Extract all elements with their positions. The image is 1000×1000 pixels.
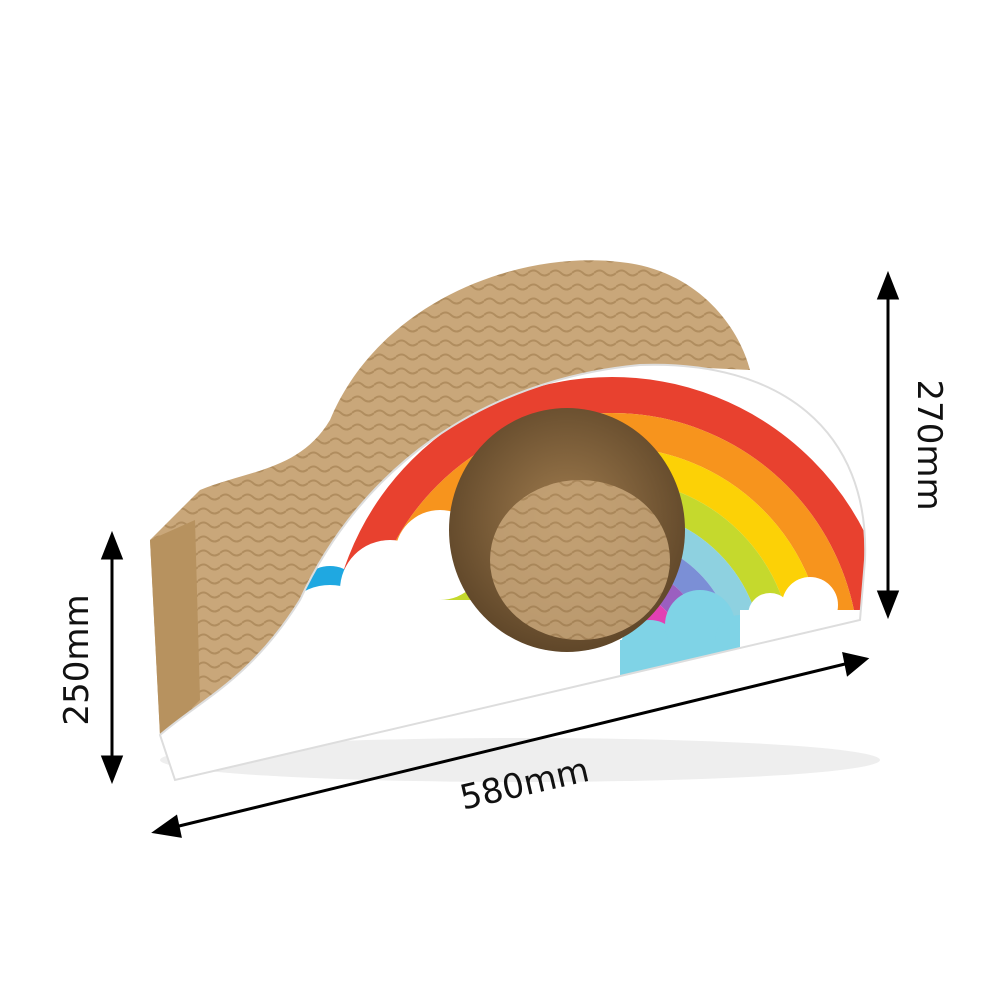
cardboard-body [150, 260, 750, 735]
height-right-label: 270mm [909, 379, 949, 510]
length-dimension [151, 652, 870, 838]
height-left-dimension [100, 530, 124, 785]
height-right-dimension [876, 270, 900, 620]
entry-hole [449, 408, 685, 652]
height-left-label: 250mm [57, 594, 97, 725]
face-outline [158, 363, 867, 782]
ground-shadow [160, 738, 880, 782]
